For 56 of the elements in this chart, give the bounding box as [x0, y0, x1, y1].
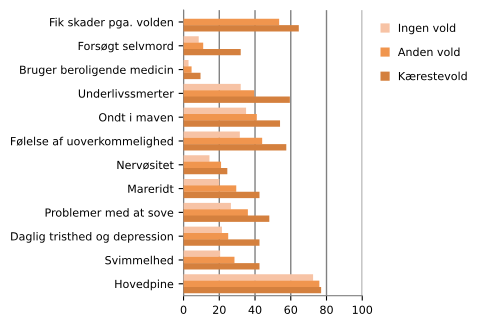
y-tick-label: Følelse af uoverkommelighed — [11, 136, 173, 148]
legend-label: Kærestevold — [398, 72, 467, 80]
legend-label: Ingen vold — [398, 23, 456, 34]
bar — [184, 209, 248, 216]
y-tick-label: Fik skader pga. volden — [50, 18, 173, 29]
bar — [184, 96, 290, 103]
y-tick-label: Forsøgt selvmord — [78, 42, 173, 52]
bar — [184, 72, 201, 80]
bar — [184, 36, 199, 43]
x-tick-label: 80 — [320, 306, 333, 314]
bar — [184, 120, 280, 127]
bar — [184, 185, 236, 192]
bar — [184, 42, 204, 49]
x-tick-label: 0 — [180, 306, 186, 314]
bar — [184, 263, 260, 270]
bar — [184, 179, 220, 186]
bar — [184, 60, 189, 66]
bar — [184, 84, 241, 90]
bar — [184, 144, 286, 150]
bar — [184, 226, 222, 234]
y-tick-label: Underlivssmerter — [78, 89, 174, 98]
bar — [184, 90, 254, 97]
bar — [184, 18, 280, 26]
bar — [184, 239, 260, 246]
y-tick-label: Ondt i maven — [99, 112, 173, 122]
bar — [184, 280, 320, 287]
bar — [184, 131, 240, 138]
bar — [184, 192, 260, 198]
bar — [184, 138, 262, 144]
bar — [184, 286, 322, 294]
bar — [184, 66, 192, 73]
bar — [184, 48, 241, 56]
bar — [184, 256, 234, 264]
x-tick-label: 40 — [248, 306, 262, 314]
bar — [184, 25, 299, 32]
bar — [184, 250, 220, 257]
bar — [184, 202, 231, 210]
y-tick-label: Bruger beroligende medicin — [20, 65, 173, 76]
x-tick-label: 60 — [284, 306, 298, 314]
y-tick-label: Mareridt — [128, 184, 174, 193]
bar — [184, 155, 210, 162]
y-tick-label: Hovedpine — [115, 280, 174, 290]
y-tick-label: Daglig tristhed og depression — [11, 232, 173, 243]
y-tick-label: Svimmelhed — [105, 256, 173, 264]
bar — [184, 233, 228, 240]
y-tick-label: Nervøsitet — [117, 160, 174, 170]
bar — [184, 168, 228, 174]
bar — [184, 114, 257, 120]
x-tick-label: 20 — [213, 306, 226, 314]
x-tick-label: 100 — [352, 306, 372, 314]
legend-label: Anden vold — [398, 48, 460, 56]
bar — [184, 274, 314, 281]
y-tick-label: Problemer med at sove — [46, 208, 174, 217]
bar — [184, 162, 222, 168]
bar — [184, 216, 270, 222]
bar — [184, 108, 246, 114]
